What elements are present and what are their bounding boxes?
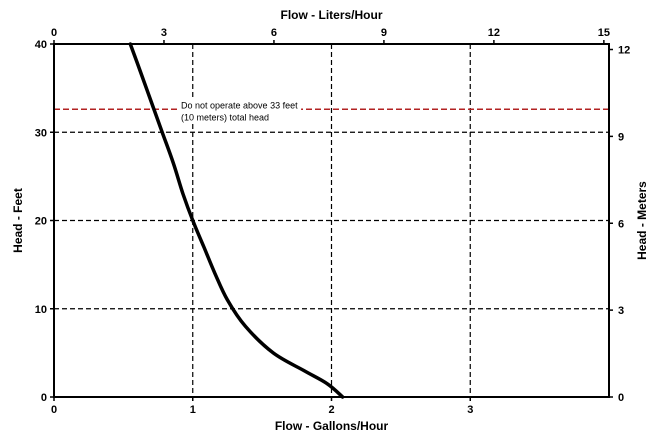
x-axis-title-top: Flow - Liters/Hour xyxy=(281,8,383,22)
x-bottom-tick-2: 2 xyxy=(328,404,334,416)
x-axis-title-bottom: Flow - Gallons/Hour xyxy=(275,419,389,433)
x-top-tick-0: 0 xyxy=(51,27,57,39)
x-top-tick-15: 15 xyxy=(598,27,610,39)
x-bottom-tick-0: 0 xyxy=(51,404,57,416)
y-right-tick-6: 6 xyxy=(618,218,624,230)
y-left-tick-30: 30 xyxy=(35,127,47,139)
y-axis-title-left: Head - Feet xyxy=(11,188,25,253)
annotation-line-2: (10 meters) total head xyxy=(181,112,269,122)
y-left-tick-0: 0 xyxy=(41,392,47,404)
pump-curve-line xyxy=(128,42,345,399)
y-right-tick-9: 9 xyxy=(618,131,624,143)
x-top-tick-9: 9 xyxy=(381,27,387,39)
annotation-line-1: Do not operate above 33 feet xyxy=(181,100,298,110)
series-group xyxy=(128,42,345,399)
y-right-tick-0: 0 xyxy=(618,392,624,404)
x-bottom-tick-1: 1 xyxy=(190,404,196,416)
y-right-tick-3: 3 xyxy=(618,305,624,317)
x-top-tick-12: 12 xyxy=(488,27,500,39)
y-axis-title-right: Head - Meters xyxy=(635,181,649,260)
x-bottom-tick-3: 3 xyxy=(467,404,473,416)
annotation-group: Do not operate above 33 feet (10 meters)… xyxy=(178,99,302,124)
x-top-tick-3: 3 xyxy=(161,27,167,39)
y-left-tick-10: 10 xyxy=(35,304,47,316)
x-top-tick-6: 6 xyxy=(271,27,277,39)
y-right-tick-12: 12 xyxy=(618,45,630,57)
y-left-tick-40: 40 xyxy=(35,39,47,51)
grid-lines xyxy=(54,44,609,397)
y-left-tick-20: 20 xyxy=(35,216,47,228)
annotation-background xyxy=(178,99,302,124)
